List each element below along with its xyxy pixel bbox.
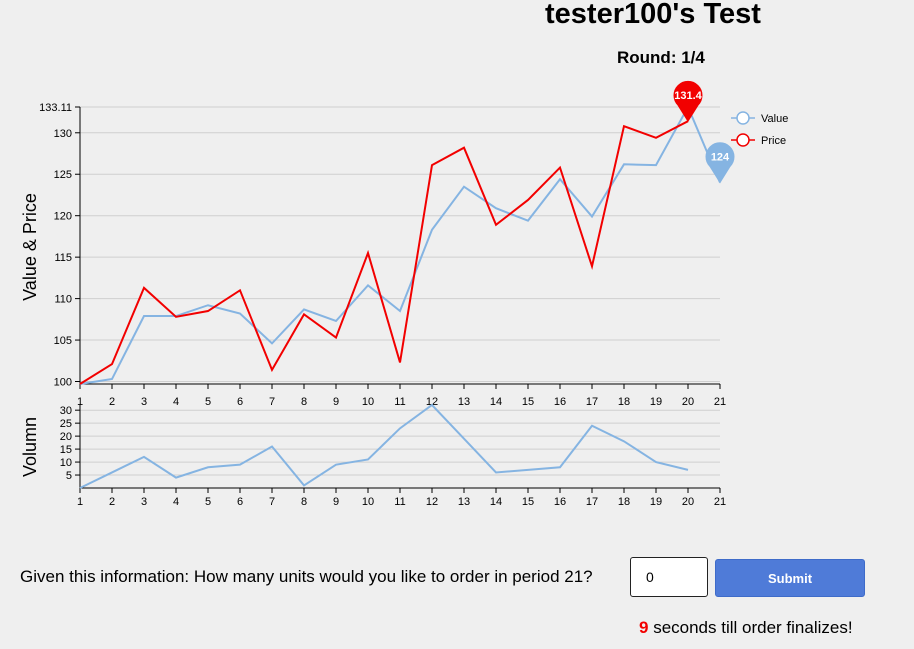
x-tick-label: 9 [333, 396, 339, 408]
x-tick-label: 7 [269, 396, 275, 408]
page-title: tester100's Test [545, 0, 761, 30]
x-tick-label: 1 [77, 396, 83, 408]
y-tick-label: 115 [54, 252, 72, 264]
x-tick-label: 19 [650, 496, 662, 508]
x-tick-label: 18 [618, 396, 630, 408]
x-tick-label: 16 [554, 496, 566, 508]
y-axis-label: Value & Price [20, 193, 40, 301]
y-tick-label: 25 [60, 418, 72, 430]
x-tick-label: 9 [333, 496, 339, 508]
x-tick-label: 10 [362, 396, 374, 408]
x-tick-label: 1 [77, 496, 83, 508]
x-tick-label: 7 [269, 496, 275, 508]
countdown-text: seconds till order finalizes! [648, 618, 853, 637]
x-tick-label: 6 [237, 496, 243, 508]
y-tick-label: 133.11 [39, 102, 72, 114]
x-tick-label: 6 [237, 396, 243, 408]
x-tick-label: 11 [394, 496, 405, 508]
x-tick-label: 14 [490, 396, 502, 408]
order-question: Given this information: How many units w… [20, 567, 593, 586]
marker-pin [673, 80, 703, 123]
x-tick-label: 19 [650, 396, 662, 408]
y-tick-label: 100 [54, 377, 72, 389]
marker-label: 131.4 [674, 90, 702, 102]
x-tick-label: 4 [173, 496, 179, 508]
x-tick-label: 5 [205, 396, 211, 408]
x-tick-label: 21 [714, 396, 726, 408]
series-line-price [79, 120, 689, 385]
x-tick-label: 14 [490, 496, 502, 508]
marker-pin [705, 142, 735, 184]
y-tick-label: 30 [60, 405, 72, 417]
series-line-volume [79, 403, 689, 489]
x-tick-label: 3 [141, 496, 147, 508]
x-tick-label: 13 [458, 496, 470, 508]
series-line-value [79, 104, 721, 385]
x-tick-label: 16 [554, 396, 566, 408]
x-tick-label: 15 [522, 496, 534, 508]
x-tick-label: 2 [109, 396, 115, 408]
x-tick-label: 13 [458, 396, 470, 408]
x-tick-label: 8 [301, 396, 307, 408]
round-indicator: Round: 1/4 [617, 48, 705, 67]
y-tick-label: 120 [54, 211, 72, 223]
x-tick-label: 2 [109, 496, 115, 508]
x-tick-label: 15 [522, 396, 534, 408]
y-tick-label: 125 [54, 169, 72, 181]
y-tick-label: 5 [66, 470, 72, 482]
x-tick-label: 5 [205, 496, 211, 508]
x-tick-label: 4 [173, 396, 179, 408]
marker-label: 124 [711, 152, 730, 164]
countdown-seconds: 9 [639, 618, 649, 637]
y-tick-label: 110 [54, 294, 72, 306]
x-tick-label: 12 [426, 496, 438, 508]
x-tick-label: 11 [394, 396, 405, 408]
x-tick-label: 8 [301, 496, 307, 508]
x-tick-label: 17 [586, 396, 598, 408]
x-tick-label: 20 [682, 396, 694, 408]
x-tick-label: 18 [618, 496, 630, 508]
legend-label-price: Price [761, 135, 786, 147]
x-tick-label: 20 [682, 496, 694, 508]
x-tick-label: 12 [426, 396, 438, 408]
submit-button[interactable]: Submit [715, 559, 865, 597]
y-tick-label: 105 [54, 335, 72, 347]
countdown-message: 9 seconds till order finalizes! [639, 618, 853, 638]
y-tick-label: 10 [60, 457, 72, 469]
x-tick-label: 21 [714, 496, 726, 508]
order-quantity-input[interactable] [630, 557, 708, 597]
y-tick-label: 20 [60, 431, 72, 443]
data-marker-price: 131.4 [673, 80, 703, 123]
x-tick-label: 3 [141, 396, 147, 408]
x-tick-label: 10 [362, 496, 374, 508]
y-axis-label: Volumn [20, 417, 40, 477]
y-tick-label: 130 [54, 128, 72, 140]
legend-marker-price [736, 133, 750, 147]
y-tick-label: 15 [60, 444, 72, 456]
x-tick-label: 17 [586, 496, 598, 508]
data-marker-value: 124 [705, 142, 735, 184]
legend-marker-value [736, 111, 750, 125]
legend-label-value: Value [761, 113, 788, 125]
